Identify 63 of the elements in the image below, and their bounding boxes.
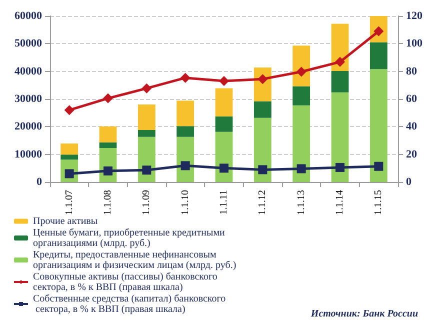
bar bbox=[60, 144, 78, 155]
bar bbox=[370, 42, 388, 70]
point bbox=[219, 76, 229, 86]
bar bbox=[370, 69, 388, 182]
y-tick-label: 40000 bbox=[14, 65, 42, 78]
bar bbox=[292, 46, 310, 86]
legend-label: Прочие активы bbox=[33, 216, 98, 227]
y2-tick-label: 80 bbox=[406, 65, 418, 78]
y2-tick-label: 20 bbox=[406, 148, 418, 160]
x-tick-label: 1.1.14 bbox=[334, 190, 346, 215]
bar bbox=[292, 105, 310, 182]
bar bbox=[60, 154, 78, 160]
bar bbox=[99, 126, 117, 142]
x-tick-label: 1.1.11 bbox=[218, 190, 230, 215]
point bbox=[180, 72, 190, 83]
y2-tick-label: 0 bbox=[406, 176, 412, 188]
point bbox=[374, 162, 384, 171]
x-tick-label: 1.1.08 bbox=[102, 190, 114, 215]
legend-label: Совокупные активы (пассивы) банковского сектора, в % к ВВП (правая шкала) bbox=[33, 271, 220, 293]
bar bbox=[138, 130, 156, 137]
x-tick-label: 1.1.13 bbox=[296, 190, 307, 215]
x-tick-label: 1.1.09 bbox=[141, 190, 152, 215]
bar bbox=[254, 118, 272, 182]
bar bbox=[215, 116, 233, 132]
point bbox=[142, 83, 152, 94]
point bbox=[180, 161, 190, 170]
bar bbox=[176, 100, 194, 126]
bar bbox=[292, 86, 310, 106]
y2-tick-label: 60 bbox=[406, 93, 418, 105]
bar bbox=[99, 142, 117, 148]
legend-label: Ценные бумаги, приобретенные кредитными организациями (млрд. руб.) bbox=[33, 227, 228, 249]
x-tick-label: 1.1.07 bbox=[64, 190, 75, 215]
point bbox=[335, 56, 345, 67]
y-tick-label: 0 bbox=[36, 176, 42, 188]
point bbox=[64, 105, 74, 116]
point bbox=[220, 164, 228, 173]
bar bbox=[215, 88, 233, 116]
x-tick-label: 1.1.15 bbox=[373, 190, 384, 215]
point bbox=[296, 66, 306, 77]
y2-tick-label: 120 bbox=[406, 10, 423, 22]
y-tick-label: 20000 bbox=[14, 120, 42, 133]
point bbox=[336, 162, 344, 172]
point bbox=[296, 164, 306, 174]
x-tick-label: 1.1.12 bbox=[257, 190, 268, 215]
y-tick-label: 60000 bbox=[14, 10, 42, 22]
y2-tick-label: 100 bbox=[406, 38, 423, 50]
bar bbox=[331, 92, 349, 182]
bar bbox=[331, 71, 349, 92]
point bbox=[103, 93, 113, 104]
y-tick-label: 50000 bbox=[14, 38, 42, 50]
bar bbox=[138, 104, 156, 130]
y-tick-label: 10000 bbox=[14, 148, 42, 160]
point bbox=[142, 166, 152, 175]
point bbox=[258, 165, 268, 174]
y-tick-label: 30000 bbox=[14, 93, 42, 105]
legend-label: Собственные средства (капитал) банковского сектора, в % к ВВП (правая шкала) bbox=[33, 293, 226, 315]
point bbox=[104, 166, 112, 176]
text: Источник: Банк России bbox=[310, 308, 418, 320]
x-tick-label: 1.1.10 bbox=[180, 190, 191, 215]
legend-label: Кредиты, предоставленные нефинансовым организациям и физическим лицам (млрд. руб.) bbox=[33, 249, 236, 271]
y2-tick-label: 40 bbox=[406, 120, 418, 133]
bar bbox=[176, 126, 194, 137]
bar bbox=[254, 101, 272, 118]
